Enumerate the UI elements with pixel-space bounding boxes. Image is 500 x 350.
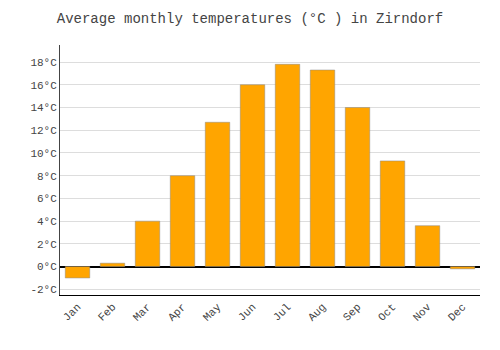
svg-text:18°C: 18°C: [30, 57, 57, 69]
svg-text:14°C: 14°C: [30, 102, 57, 114]
svg-text:Dec: Dec: [446, 301, 468, 323]
svg-text:Jun: Jun: [236, 301, 258, 323]
svg-text:-2°C: -2°C: [30, 284, 57, 296]
svg-text:Oct: Oct: [376, 301, 398, 323]
svg-text:Sep: Sep: [341, 301, 363, 323]
svg-text:0°C: 0°C: [37, 261, 57, 273]
svg-text:Feb: Feb: [96, 301, 118, 323]
svg-text:8°C: 8°C: [37, 171, 57, 183]
svg-text:Jul: Jul: [271, 301, 293, 323]
svg-text:Aug: Aug: [306, 301, 328, 323]
svg-text:Nov: Nov: [411, 301, 434, 324]
svg-text:May: May: [201, 301, 224, 324]
svg-text:Apr: Apr: [166, 301, 188, 323]
svg-text:4°C: 4°C: [37, 216, 57, 228]
svg-text:2°C: 2°C: [37, 239, 57, 251]
svg-text:12°C: 12°C: [30, 125, 57, 137]
svg-text:Jan: Jan: [61, 301, 83, 323]
svg-text:10°C: 10°C: [30, 148, 57, 160]
svg-text:16°C: 16°C: [30, 80, 57, 92]
svg-text:Average monthly temperatures (: Average monthly temperatures (°C ) in Zi…: [57, 11, 443, 27]
svg-text:6°C: 6°C: [37, 193, 57, 205]
svg-text:Mar: Mar: [131, 301, 153, 323]
